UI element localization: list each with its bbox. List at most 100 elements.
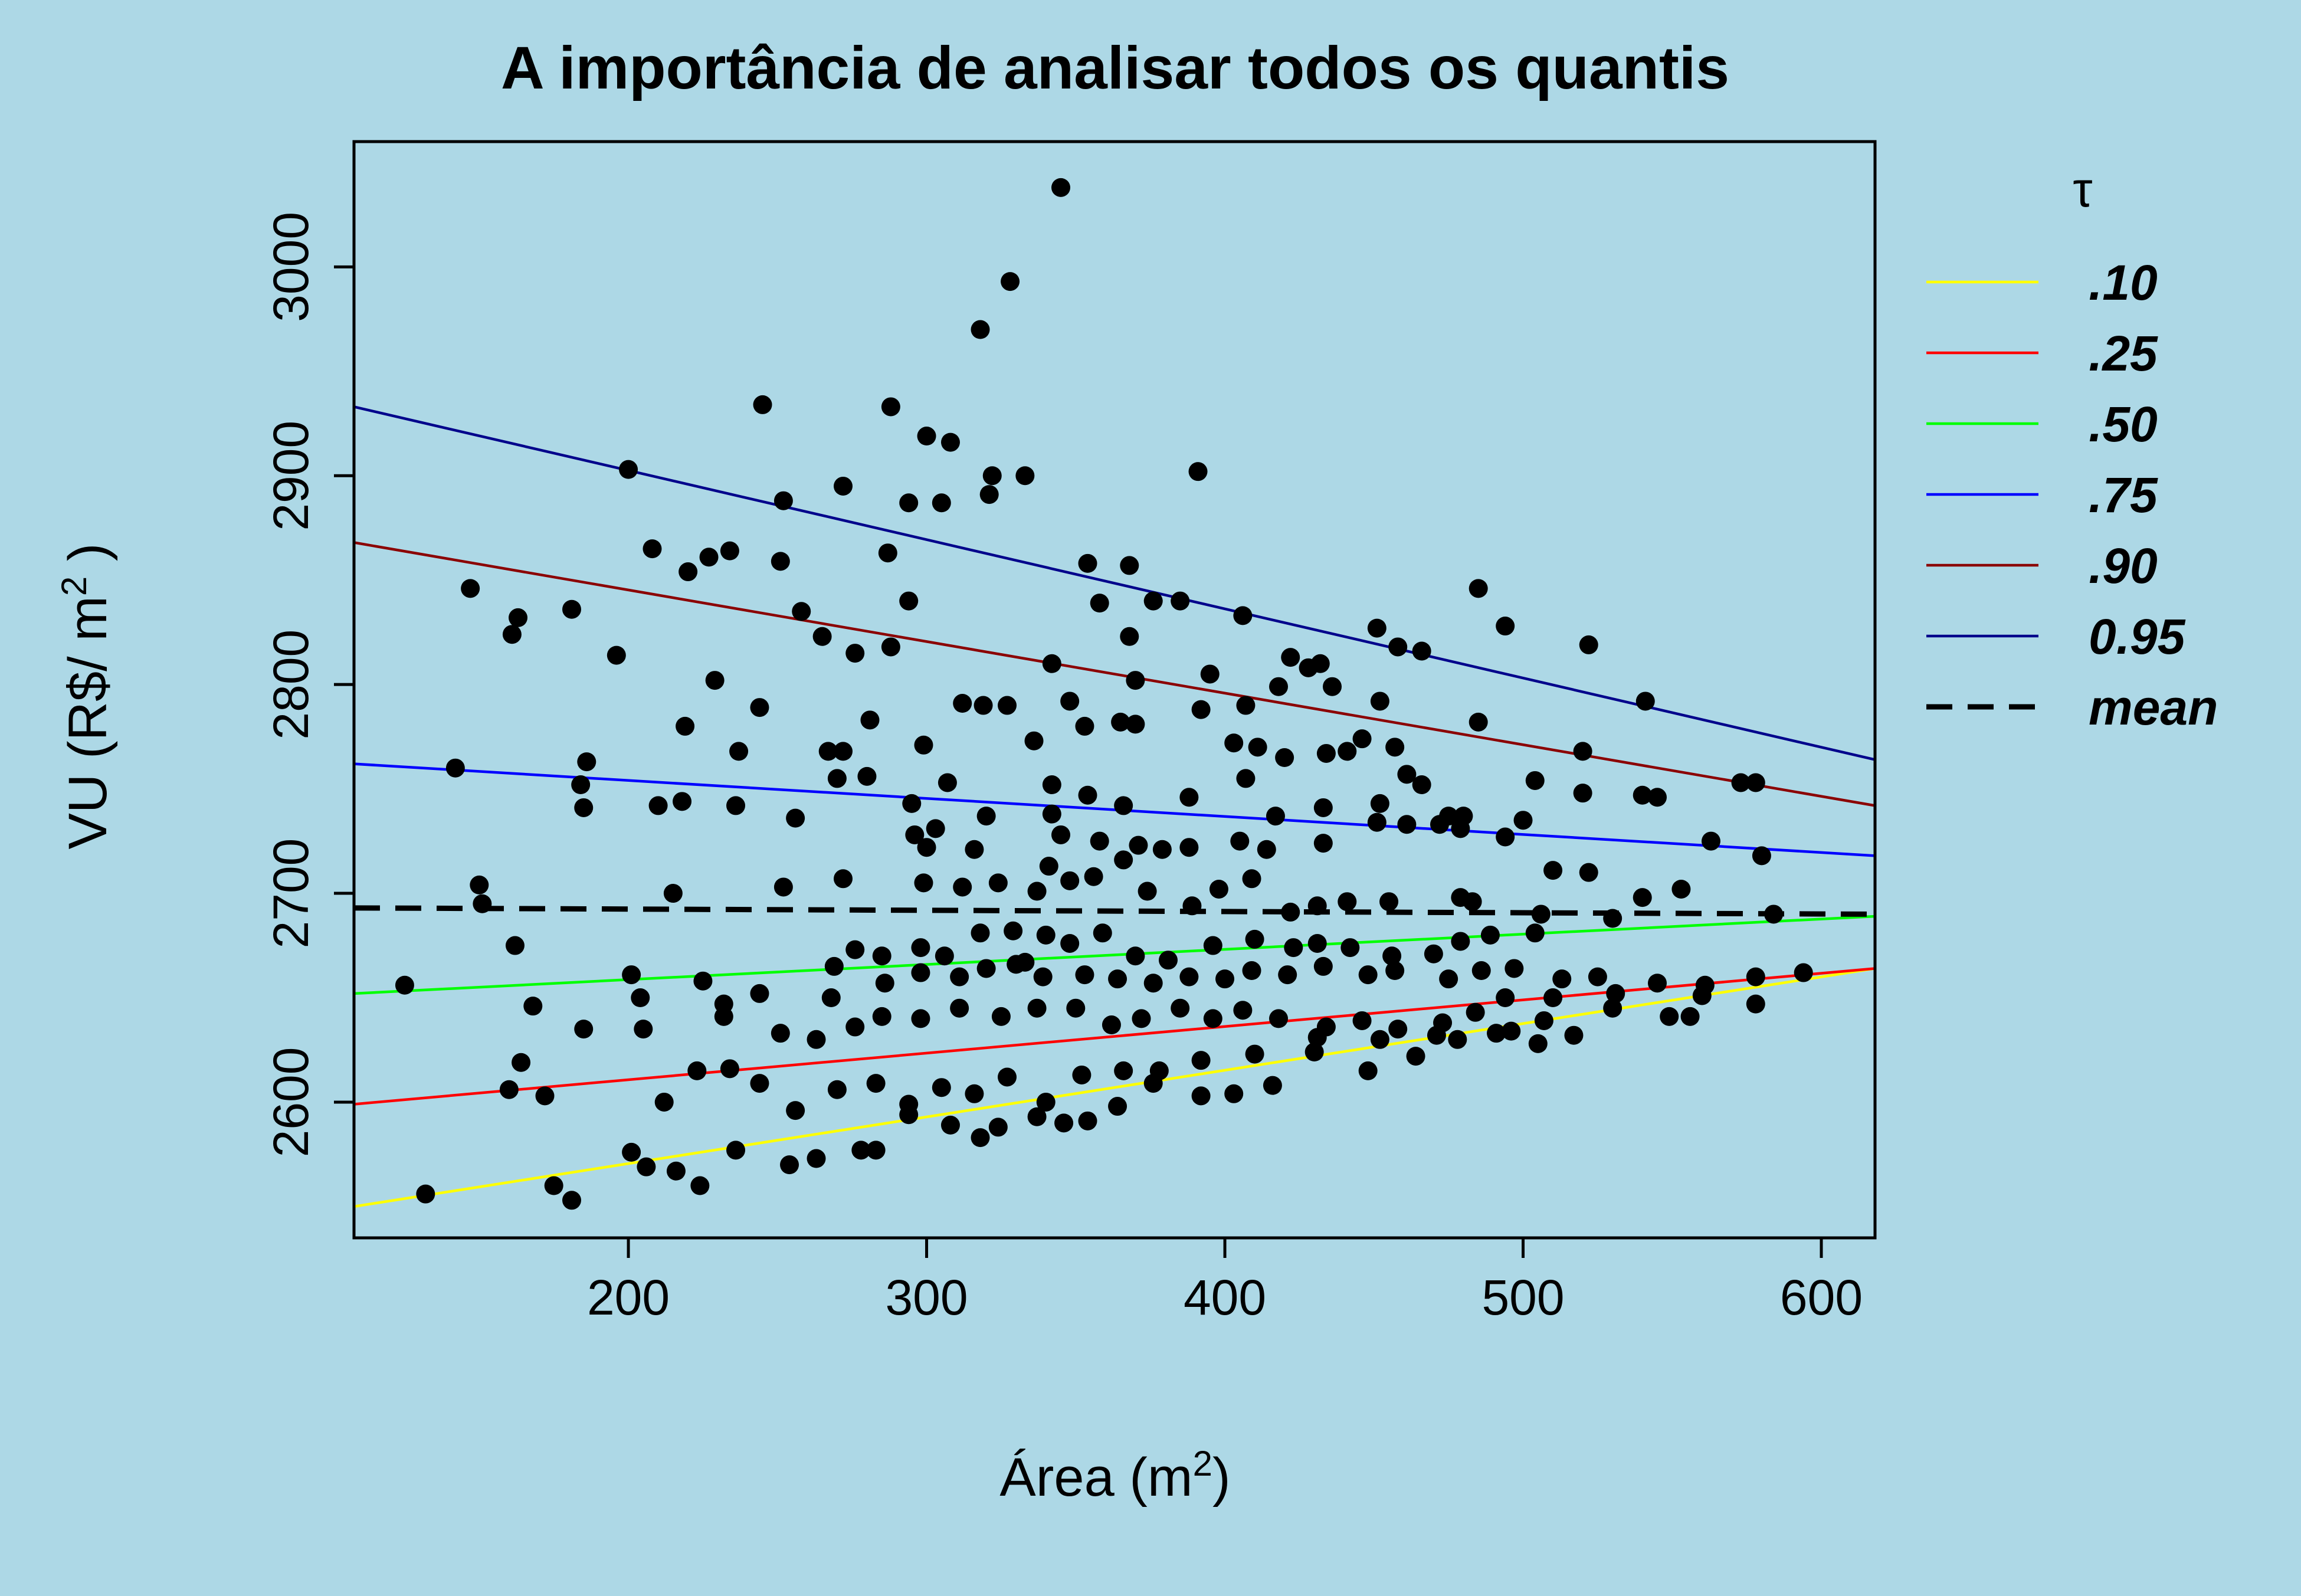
data-point (965, 840, 984, 859)
data-point (899, 591, 919, 611)
data-point (1233, 1001, 1253, 1020)
data-point (1487, 1024, 1506, 1043)
data-point (1179, 967, 1199, 987)
data-point (773, 877, 793, 897)
data-point (1266, 807, 1285, 826)
y-tick-label: 2900 (263, 421, 319, 531)
data-point (1132, 1009, 1151, 1028)
data-point (1152, 840, 1172, 859)
data-point (1257, 840, 1276, 859)
data-point (1439, 969, 1458, 989)
data-point (666, 1161, 686, 1181)
data-point (678, 562, 698, 582)
data-point (1171, 591, 1190, 611)
data-point (1129, 835, 1148, 855)
data-point (1171, 998, 1190, 1018)
data-point (729, 742, 749, 761)
quantile-line-mean (354, 905, 1875, 917)
data-point (965, 1084, 984, 1103)
data-point (663, 884, 683, 903)
data-point (562, 1191, 582, 1210)
data-point (502, 625, 522, 644)
data-point (1182, 896, 1202, 916)
data-point (998, 696, 1017, 715)
data-point (786, 808, 805, 828)
data-point (1224, 1084, 1244, 1103)
data-point (1307, 933, 1327, 953)
data-point (834, 742, 853, 761)
data-point (1471, 961, 1491, 981)
data-point (1323, 677, 1342, 696)
legend-label: .75 (2089, 467, 2158, 523)
data-point (1463, 892, 1482, 912)
data-point (1075, 716, 1094, 736)
data-point (1039, 857, 1058, 876)
y-tick-label: 2600 (263, 1047, 319, 1158)
data-point (1579, 635, 1598, 654)
data-point (1424, 944, 1443, 964)
y-axis-title: VU (R$/ m2 ) (54, 543, 118, 850)
data-point (1126, 715, 1145, 734)
data-point (1412, 641, 1431, 661)
data-point (1042, 804, 1061, 824)
data-point (1794, 963, 1813, 982)
data-point (1120, 556, 1139, 575)
data-point (1245, 929, 1264, 949)
data-point (1746, 967, 1765, 987)
data-point (1358, 965, 1378, 985)
data-point (971, 320, 990, 339)
data-point (988, 1117, 1008, 1137)
data-point (914, 873, 933, 893)
data-point (982, 466, 1002, 486)
data-point (780, 1155, 799, 1175)
data-point (1215, 969, 1235, 989)
data-point (1451, 819, 1470, 838)
data-point (1552, 969, 1572, 989)
data-point (634, 1020, 653, 1039)
data-point (512, 1053, 531, 1072)
data-point (1200, 664, 1220, 684)
data-point (950, 998, 969, 1018)
data-point (577, 752, 596, 772)
data-point (676, 716, 695, 736)
data-point (1078, 785, 1097, 805)
data-point (643, 539, 662, 559)
y-tick-label: 2700 (263, 838, 319, 949)
data-point (1027, 1107, 1047, 1126)
data-point (899, 1105, 919, 1125)
data-point (976, 807, 996, 826)
data-point (571, 775, 591, 795)
data-point (834, 869, 853, 889)
data-point (857, 766, 877, 786)
data-point (953, 694, 972, 713)
data-point (470, 875, 489, 894)
data-point (1143, 974, 1163, 993)
data-point (473, 894, 492, 913)
data-point (1606, 984, 1625, 1003)
data-point (1513, 811, 1533, 830)
data-point (1496, 827, 1515, 847)
data-point (1245, 1044, 1264, 1064)
data-point (395, 975, 414, 995)
data-point (1496, 988, 1515, 1008)
legend-label: 0.95 (2089, 609, 2186, 664)
legend-label: .10 (2089, 255, 2158, 310)
data-point (1313, 798, 1333, 817)
data-point (1480, 925, 1500, 945)
data-point (1027, 881, 1047, 901)
data-point (938, 773, 957, 792)
chart-title: A importância de analisar todos os quant… (501, 34, 1729, 101)
data-point (1191, 1086, 1211, 1106)
data-point (1307, 1028, 1327, 1047)
data-point (1579, 863, 1598, 882)
x-axis-title-superscript: 2 (1193, 1444, 1212, 1483)
legend-label: .90 (2089, 538, 2158, 594)
data-point (1233, 606, 1253, 625)
data-point (1633, 785, 1652, 805)
data-point (1433, 1013, 1453, 1033)
data-point (750, 1074, 769, 1093)
data-point (1534, 1011, 1553, 1030)
data-point (1051, 178, 1071, 197)
data-point (1338, 892, 1357, 912)
quantile-line-0p95 (354, 405, 1875, 761)
